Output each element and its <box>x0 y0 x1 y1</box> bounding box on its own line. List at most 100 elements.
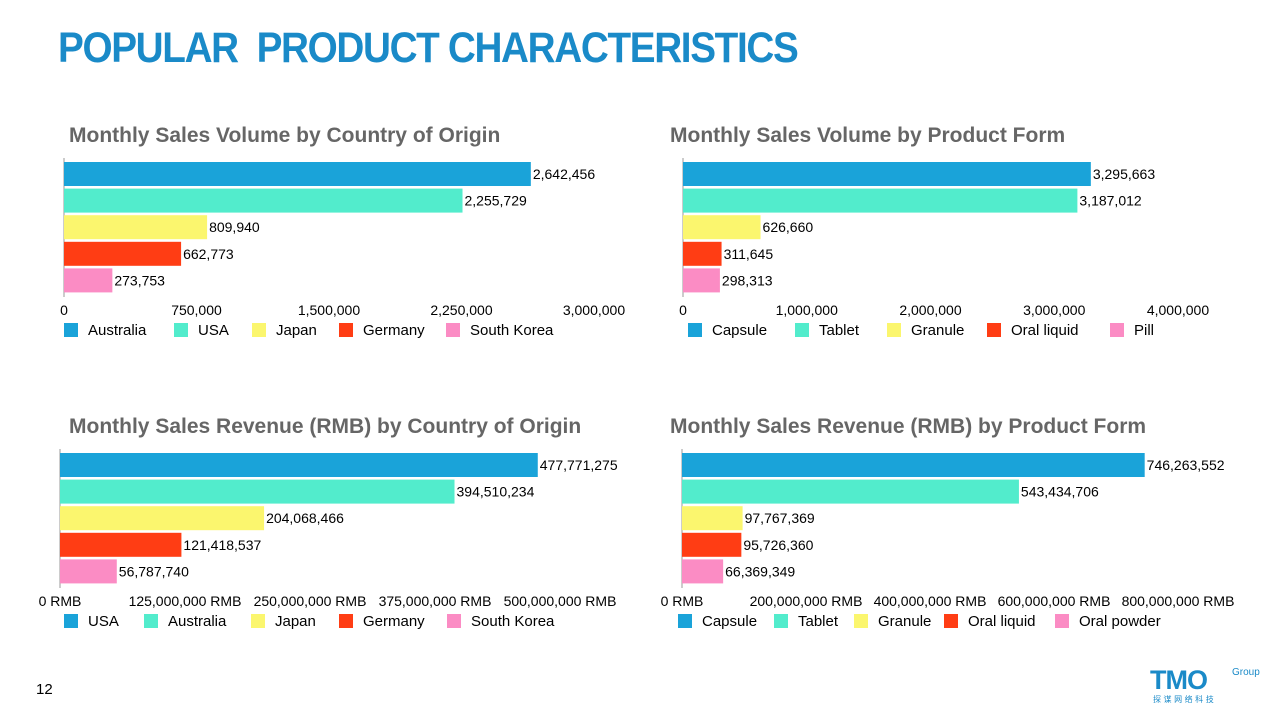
bar-japan <box>60 506 265 531</box>
data-label: 66,369,349 <box>725 563 795 579</box>
data-label: 121,418,537 <box>183 537 261 553</box>
page-number: 12 <box>36 681 53 698</box>
chart-svg: 2,642,456 2,255,729 809,940 662,773 273,753 0… <box>60 158 625 339</box>
bar-south-korea <box>64 268 113 293</box>
bar-granule <box>683 215 761 240</box>
bar-granule <box>682 506 743 531</box>
legend-swatch <box>447 614 461 628</box>
x-tick-label: 750,000 <box>171 302 222 318</box>
legend-label: Granule <box>878 613 931 630</box>
chart-volume-by-form: Monthly Sales Volume by Product Form 3,2… <box>670 124 1250 364</box>
legend-swatch <box>252 323 266 337</box>
bar-capsule <box>683 162 1091 186</box>
data-label: 394,510,234 <box>457 484 535 500</box>
x-tick-label: 125,000,000 RMB <box>129 593 242 609</box>
data-label: 662,773 <box>183 246 234 262</box>
x-tick-label: 400,000,000 RMB <box>874 593 987 609</box>
data-label: 97,767,369 <box>745 510 815 526</box>
x-tick-label: 375,000,000 RMB <box>379 593 492 609</box>
x-tick-label: 0 RMB <box>39 593 82 609</box>
x-tick-label: 2,000,000 <box>899 302 961 318</box>
legend-label: Pill <box>1134 322 1154 339</box>
data-label: 2,255,729 <box>465 193 527 209</box>
legend-label: Germany <box>363 322 425 339</box>
bar-oral-liquid <box>682 532 742 557</box>
data-label: 3,295,663 <box>1093 166 1155 182</box>
legend-label: Germany <box>363 613 425 630</box>
bar-australia <box>64 162 531 186</box>
data-label: 3,187,012 <box>1079 193 1141 209</box>
legend-swatch <box>987 323 1001 337</box>
legend-label: Japan <box>275 613 316 630</box>
data-label: 2,642,456 <box>533 166 595 182</box>
legend-swatch <box>795 323 809 337</box>
legend-label: South Korea <box>471 613 555 630</box>
bar-pill <box>683 268 720 293</box>
x-tick-label: 3,000,000 <box>563 302 625 318</box>
chart-svg: 3,295,663 3,187,012 626,660 311,645 298,313 0… <box>679 158 1209 339</box>
legend-swatch <box>1055 614 1069 628</box>
legend-swatch <box>144 614 158 628</box>
x-tick-label: 0 <box>679 302 687 318</box>
x-tick-label: 0 RMB <box>661 593 704 609</box>
x-tick-label: 1,500,000 <box>298 302 360 318</box>
data-label: 204,068,466 <box>266 510 344 526</box>
bar-germany <box>64 241 182 266</box>
legend-label: Australia <box>168 613 227 630</box>
bar-tablet <box>682 479 1019 504</box>
bar-oral-liquid <box>683 241 722 266</box>
legend-swatch <box>854 614 868 628</box>
legend-label: Australia <box>88 322 147 339</box>
x-tick-label: 250,000,000 RMB <box>254 593 367 609</box>
bar-australia <box>60 479 455 504</box>
legend-label: Granule <box>911 322 964 339</box>
data-label: 626,660 <box>763 219 814 235</box>
data-label: 311,645 <box>724 246 774 262</box>
chart-title: Monthly Sales Volume by Product Form <box>670 124 1066 147</box>
logo-text: TMO <box>1150 665 1207 695</box>
legend-swatch <box>339 323 353 337</box>
company-logo: TMO Group 探 谋 网 络 科 技 <box>1150 665 1260 704</box>
bar-south-korea <box>60 559 117 584</box>
x-tick-label: 500,000,000 RMB <box>504 593 617 609</box>
data-label: 746,263,552 <box>1147 457 1225 473</box>
chart-svg: 746,263,552 543,434,706 97,767,369 95,726,3… <box>661 449 1235 630</box>
data-label: 298,313 <box>722 272 773 288</box>
legend-label: South Korea <box>470 322 554 339</box>
legend-label: Capsule <box>702 613 757 630</box>
data-label: 543,434,706 <box>1021 484 1099 500</box>
chart-volume-by-country: Monthly Sales Volume by Country of Origi… <box>60 124 629 364</box>
legend-swatch <box>251 614 265 628</box>
legend-label: Oral liquid <box>968 613 1036 630</box>
legend-swatch <box>678 614 692 628</box>
legend-label: Japan <box>276 322 317 339</box>
bar-tablet <box>683 188 1078 213</box>
bar-capsule <box>682 453 1145 477</box>
legend-label: Oral liquid <box>1011 322 1079 339</box>
data-label: 809,940 <box>209 219 260 235</box>
logo-superscript: Group <box>1232 667 1260 678</box>
legend-label: Tablet <box>798 613 839 630</box>
data-label: 477,771,275 <box>540 457 618 473</box>
chart-revenue-by-form: Monthly Sales Revenue (RMB) by Product F… <box>661 415 1270 655</box>
bar-oral-powder <box>682 559 724 584</box>
legend-swatch <box>688 323 702 337</box>
x-tick-label: 800,000,000 RMB <box>1122 593 1235 609</box>
bar-usa <box>64 188 463 213</box>
legend-swatch <box>887 323 901 337</box>
bar-usa <box>60 453 538 477</box>
legend-label: USA <box>88 613 119 630</box>
x-tick-label: 1,000,000 <box>776 302 838 318</box>
logo-tagline: 探 谋 网 络 科 技 <box>1153 694 1214 704</box>
bar-germany <box>60 532 182 557</box>
chart-revenue-by-country: Monthly Sales Revenue (RMB) by Country o… <box>39 415 649 655</box>
chart-title: Monthly Sales Volume by Country of Origi… <box>69 124 501 147</box>
legend-label: Tablet <box>819 322 860 339</box>
legend-swatch <box>446 323 460 337</box>
data-label: 95,726,360 <box>743 537 813 553</box>
data-label: 273,753 <box>114 272 165 288</box>
legend-swatch <box>774 614 788 628</box>
chart-title: Monthly Sales Revenue (RMB) by Product F… <box>670 415 1147 438</box>
chart-title: Monthly Sales Revenue (RMB) by Country o… <box>69 415 582 438</box>
x-tick-label: 0 <box>60 302 68 318</box>
